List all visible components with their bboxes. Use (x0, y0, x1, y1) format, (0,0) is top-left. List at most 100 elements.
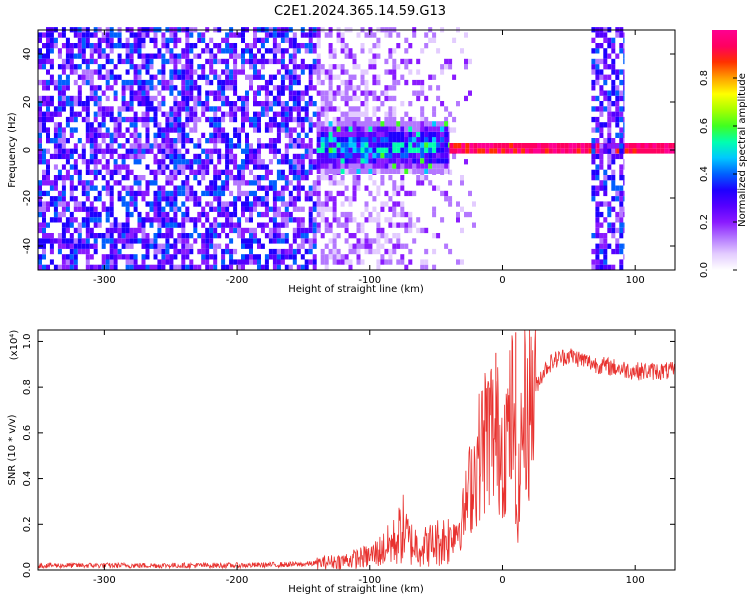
spectrogram-cell (189, 185, 194, 191)
spectrogram-cell (133, 32, 138, 38)
spectrogram-cell (400, 58, 405, 65)
spectrogram-cell (392, 233, 397, 239)
spectrogram-cell (392, 163, 397, 169)
spectrogram-cell (109, 37, 114, 43)
spectrogram-cell (324, 254, 329, 260)
spectrogram-cell (153, 85, 158, 91)
spectrogram-cell (38, 159, 42, 165)
spectrogram-cell (193, 116, 198, 123)
spectrogram-cell (85, 79, 90, 86)
spectrogram-cell (97, 143, 102, 149)
spectrogram-cell (121, 153, 126, 160)
spectrogram-cell (46, 58, 50, 65)
spectrogram-cell (253, 259, 257, 265)
x-tick-label: -100 (358, 275, 381, 286)
spectrogram-cell (153, 233, 158, 239)
spectrogram-cell (292, 101, 297, 107)
spectrogram-cell (264, 190, 269, 197)
spectrogram-cell (81, 153, 86, 160)
spectrogram-cell (49, 259, 54, 265)
spectrogram-cell (360, 74, 365, 80)
spectrogram-cell (157, 185, 162, 191)
spectrogram-cell (46, 106, 50, 112)
spectrogram-cell (97, 48, 102, 54)
spectrogram-cell (245, 138, 249, 144)
spectrogram-cell (57, 175, 62, 181)
spectrogram-cell (165, 79, 170, 86)
spectrogram-cell (145, 79, 150, 86)
spectrogram-cell (133, 74, 138, 80)
spectrogram-cell (595, 138, 600, 144)
spectrogram-cell (316, 175, 321, 181)
spectrogram-cell (46, 32, 50, 38)
spectrogram-cell (69, 101, 74, 107)
spectrogram-cell (615, 248, 620, 255)
spectrogram-cell (257, 201, 261, 207)
spectrogram-cell (396, 131, 401, 138)
spectrogram-cell (93, 217, 98, 223)
spectrogram-cell (396, 243, 401, 249)
spectrogram-cell (225, 132, 230, 138)
spectrogram-cell (324, 201, 329, 207)
spectrogram-cell (611, 185, 616, 191)
spectrogram-cell (125, 164, 130, 170)
spectrogram-cell (113, 164, 118, 170)
spectrogram-cell (388, 69, 393, 75)
spectrogram-cell (49, 180, 54, 186)
spectrogram-cell (165, 164, 170, 170)
spectrogram-cell (105, 37, 110, 43)
spectrogram-cell (595, 233, 600, 239)
spectrogram-cell (603, 190, 608, 197)
spectrogram-cell (165, 180, 170, 186)
spectrogram-cell (264, 264, 269, 270)
spectrogram-cell (619, 243, 624, 249)
spectrogram-cell (217, 138, 222, 144)
spectrogram-cell (324, 243, 329, 249)
spectrogram-cell (564, 148, 569, 154)
spectrogram-cell (105, 95, 110, 102)
spectrogram-cell (348, 211, 353, 218)
spectrogram-cell (225, 79, 230, 86)
spectrogram-cell (221, 127, 226, 133)
spectrogram-cell (615, 132, 620, 138)
spectrogram-cell (296, 106, 301, 112)
spectrogram-cell (412, 137, 417, 143)
spectrogram-cell (137, 64, 142, 70)
spectrogram-cell (456, 201, 460, 207)
spectrogram-cell (388, 222, 393, 228)
spectrogram-cell (101, 153, 106, 160)
spectrogram-cell (185, 233, 190, 239)
spectrogram-cell (356, 180, 361, 186)
spectrogram-cell (153, 248, 158, 255)
spectrogram-cell (141, 175, 146, 181)
spectrogram-cell (165, 132, 170, 138)
spectrogram-cell (284, 211, 289, 218)
spectrogram-cell (304, 101, 309, 107)
spectrogram-cell (320, 64, 325, 70)
chart-title: C2E1.2024.365.14.59.G13 (274, 4, 446, 19)
spectrogram-cell (133, 206, 138, 212)
spectrogram-cell (38, 196, 42, 202)
spectrogram-cell (57, 85, 62, 91)
spectrogram-cell (619, 153, 624, 160)
spectrogram-cell (436, 168, 441, 174)
spectrogram-cell (404, 48, 409, 54)
spectrogram-cell (460, 180, 464, 186)
spectrogram-cell (308, 74, 313, 80)
spectrogram-cell (57, 143, 62, 149)
spectrogram-cell (440, 69, 445, 75)
spectrogram-cell (46, 37, 50, 43)
spectrogram-cell (42, 79, 46, 86)
spectrogram-cell (356, 142, 361, 148)
spectrogram-cell (292, 217, 297, 223)
spectrogram-cell (205, 259, 210, 265)
spectrogram-cell (85, 243, 90, 249)
spectrogram-cell (129, 201, 134, 207)
spectrogram-cell (595, 211, 600, 218)
spectrogram-cell (384, 233, 389, 239)
spectrogram-cell (268, 143, 273, 149)
spectrogram-cell (125, 53, 130, 59)
spectrogram-cell (268, 217, 273, 223)
spectrogram-cell (448, 131, 450, 138)
spectrogram-cell (619, 175, 624, 181)
